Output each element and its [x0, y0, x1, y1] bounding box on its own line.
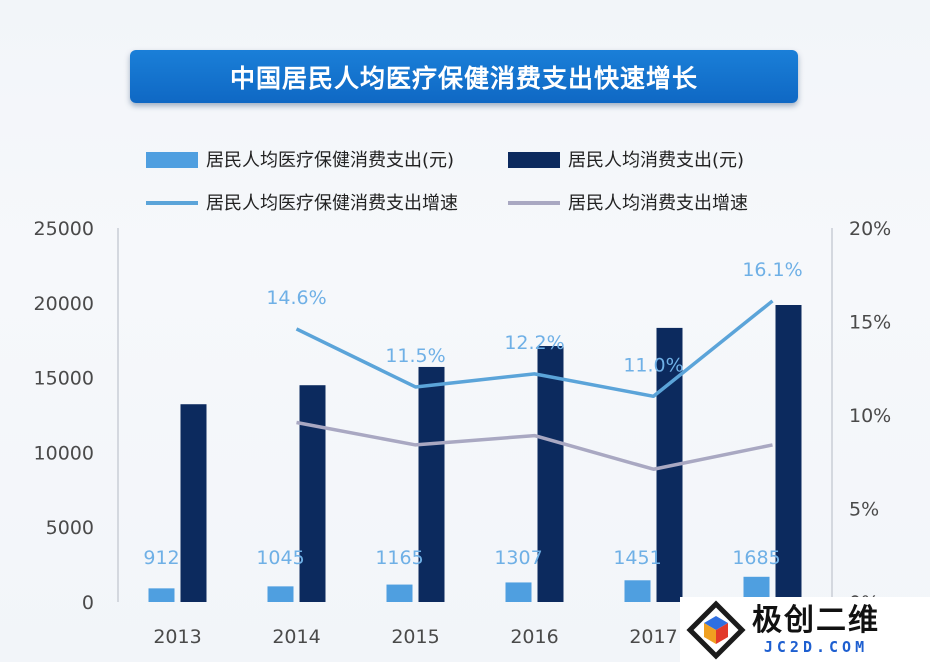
watermark: 极创二维 JC2D.COM — [680, 597, 930, 662]
growth-rate-label: 14.6% — [266, 287, 326, 309]
bars — [148, 304, 802, 602]
left-axis-tick-label: 10000 — [34, 442, 94, 464]
watermark-domain: JC2D.COM — [763, 637, 869, 656]
x-axis-tick-label: 2013 — [153, 626, 201, 648]
right-axis-tick-label: 10% — [849, 405, 891, 427]
growth-rate-label: 16.1% — [742, 259, 802, 281]
bar-medical-spending — [148, 588, 175, 602]
legend-label-medical-line: 居民人均医疗保健消费支出增速 — [206, 193, 458, 214]
growth-rate-label: 11.5% — [385, 345, 445, 367]
bar-consumption-spending — [775, 304, 802, 602]
watermark-texts: 极创二维 JC2D.COM — [752, 602, 880, 656]
title-banner: 中国居民人均医疗保健消费支出快速增长 — [130, 50, 798, 103]
legend-swatch-consumption-bar — [508, 152, 560, 168]
left-axis-tick-label: 20000 — [34, 293, 94, 315]
legend-label-consumption-line: 居民人均消费支出增速 — [568, 193, 748, 214]
legend-label-medical-bar: 居民人均医疗保健消费支出(元) — [206, 150, 454, 171]
bar-value-label: 1451 — [613, 547, 661, 569]
growth-rate-label: 12.2% — [504, 332, 564, 354]
right-axis-tick-label: 15% — [849, 312, 891, 334]
left-axis-tick-label: 25000 — [34, 218, 94, 240]
bar-value-label: 912 — [143, 547, 179, 569]
bar-value-label: 1307 — [494, 547, 542, 569]
legend-label-consumption-bar: 居民人均消费支出(元) — [568, 150, 744, 171]
data-labels: 912 1045 1165 1307 1451 1685 14.6% 11.5% 12.2% 11… — [143, 259, 802, 569]
legend: 居民人均医疗保健消费支出(元) 居民人均消费支出(元) 居民人均医疗保健消费支出… — [146, 150, 748, 214]
line-consumption-growth — [296, 420, 773, 471]
bar-consumption-spending — [299, 385, 326, 602]
x-axis-tick-label: 2016 — [510, 626, 558, 648]
bar-consumption-spending — [418, 366, 445, 602]
cube-logo-icon — [686, 599, 746, 660]
line-medical-growth — [295, 299, 774, 399]
growth-rate-label: 11.0% — [623, 354, 683, 376]
bar-value-label: 1165 — [375, 547, 423, 569]
bar-value-label: 1685 — [732, 547, 780, 569]
left-axis-tick-label: 0 — [82, 592, 94, 614]
lines — [295, 299, 774, 471]
chart-title: 中国居民人均医疗保健消费支出快速增长 — [229, 63, 698, 93]
right-axis-tick-label: 20% — [849, 218, 891, 240]
left-axis-tick-label: 5000 — [46, 517, 94, 539]
x-axis-tick-label: 2017 — [629, 626, 677, 648]
x-axis-tick-label: 2014 — [272, 626, 320, 648]
bar-medical-spending — [505, 582, 532, 602]
right-axis-tick-label: 5% — [849, 499, 879, 521]
bar-consumption-spending — [537, 346, 564, 602]
x-axis-tick-label: 2015 — [391, 626, 439, 648]
watermark-name: 极创二维 — [752, 602, 880, 638]
bar-medical-spending — [624, 580, 651, 602]
bar-medical-spending — [386, 584, 413, 602]
legend-swatch-medical-bar — [146, 152, 198, 168]
bar-value-label: 1045 — [256, 547, 304, 569]
bar-medical-spending — [267, 586, 294, 602]
bar-consumption-spending — [180, 404, 207, 602]
left-axis-tick-label: 15000 — [34, 368, 94, 390]
